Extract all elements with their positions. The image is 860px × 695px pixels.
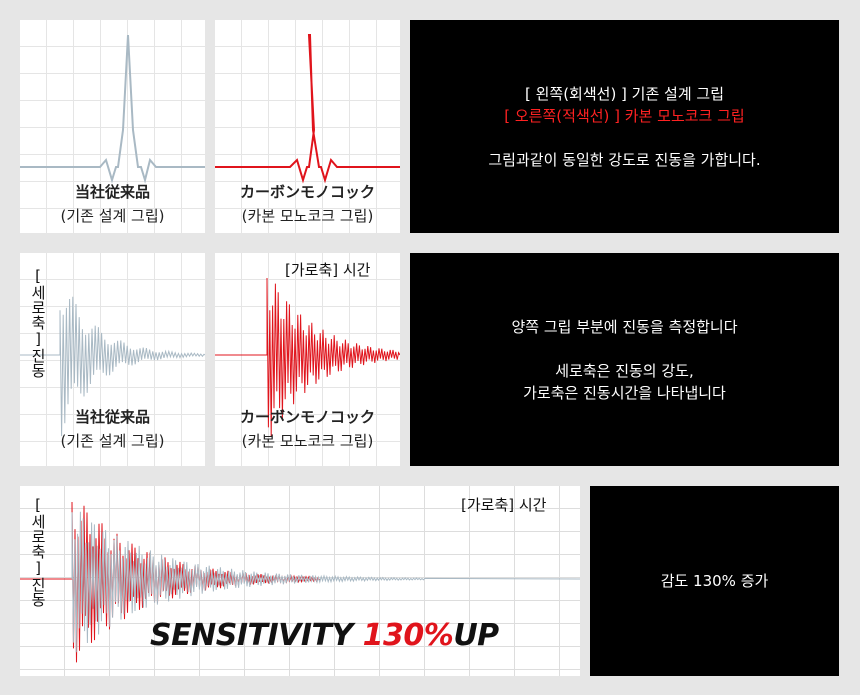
horizontal-axis-label: [가로축] 시간 <box>285 261 371 279</box>
caption-red: カーボンモノコック (카본 모노코크 그립) <box>215 180 400 228</box>
vertical-axis-label: [세로축]진동 <box>29 267 47 378</box>
caption-red-line2: (카본 모노코크 그립) <box>241 207 374 225</box>
sensitivity-banner: SENSITIVITY 130%UP <box>150 618 499 653</box>
decay-panel-red: [가로축] 시간 カーボンモノコック (카본 모노코크 그립) <box>215 253 400 466</box>
decay-gray-plot <box>20 296 205 437</box>
pulse-red-line <box>215 34 400 184</box>
decay-panel-gray: [세로축]진동 当社従来品 (기존 설계 그립) <box>20 253 205 466</box>
pulse-red-plot <box>215 34 400 184</box>
decay-red-plot <box>215 277 400 437</box>
decay-red-wave <box>215 277 400 437</box>
comparison-panel: [세로축]진동 [가로축] 시간 <box>20 486 580 676</box>
info2-line3: 가로축은 진동시간을 나타냅니다 <box>523 383 726 402</box>
banner-number: 130% <box>362 618 454 653</box>
horizontal-axis-label-3: [가로축] 시간 <box>461 496 547 514</box>
comparison-plot <box>20 501 580 663</box>
info1-line3: 그림과같이 동일한 강도로 진동을 가합니다. <box>488 150 761 169</box>
pulse-gray-line <box>20 34 205 184</box>
banner-prefix: SENSITIVITY <box>150 618 363 653</box>
caption-red-2-line2: (카본 모노코크 그립) <box>241 432 374 450</box>
caption-gray-line2: (기존 설계 그립) <box>60 207 165 225</box>
info-panel-3: 감도 130% 증가 <box>590 486 839 676</box>
caption-gray-2-line1: 当社従来品 <box>74 408 150 426</box>
grid <box>215 20 400 233</box>
info1-line1: [ 왼쪽(회색선) ] 기존 설계 그립 <box>524 84 725 103</box>
vertical-axis-label-3: [세로축]진동 <box>29 496 47 607</box>
info2-line1: 양쪽 그립 부분에 진동을 측정합니다 <box>511 317 738 336</box>
pulse-gray-plot <box>20 34 205 184</box>
info3-line1: 감도 130% 증가 <box>660 572 769 590</box>
pulse-panel-gray: 当社従来品 (기존 설계 그립) <box>20 20 205 233</box>
caption-gray: 当社従来品 (기존 설계 그립) <box>20 180 205 228</box>
caption-gray-2-line2: (기존 설계 그립) <box>60 432 165 450</box>
banner-suffix: UP <box>453 618 499 653</box>
comparison-gray-wave <box>71 511 580 653</box>
caption-red-line1: カーボンモノコック <box>239 183 375 201</box>
info1-line2: [ 오른쪽(적색선) ] 카본 모노코크 그립 <box>504 106 745 125</box>
pulse-panel-red: カーボンモノコック (카본 모노코크 그립) <box>215 20 400 233</box>
info-panel-2: 양쪽 그립 부분에 진동을 측정합니다 세로축은 진동의 강도, 가로축은 진동… <box>410 253 839 466</box>
caption-red-2: カーボンモノコック (카본 모노코크 그립) <box>215 405 400 453</box>
caption-gray-line1: 当社従来品 <box>74 183 150 201</box>
decay-gray-wave <box>20 296 205 437</box>
grid <box>20 20 205 233</box>
info-panel-1: [ 왼쪽(회색선) ] 기존 설계 그립 [ 오른쪽(적색선) ] 카본 모노코… <box>410 20 839 233</box>
caption-red-2-line1: カーボンモノコック <box>239 408 375 426</box>
caption-gray-2: 当社従来品 (기존 설계 그립) <box>20 405 205 453</box>
info2-line2: 세로축은 진동의 강도, <box>555 361 694 380</box>
